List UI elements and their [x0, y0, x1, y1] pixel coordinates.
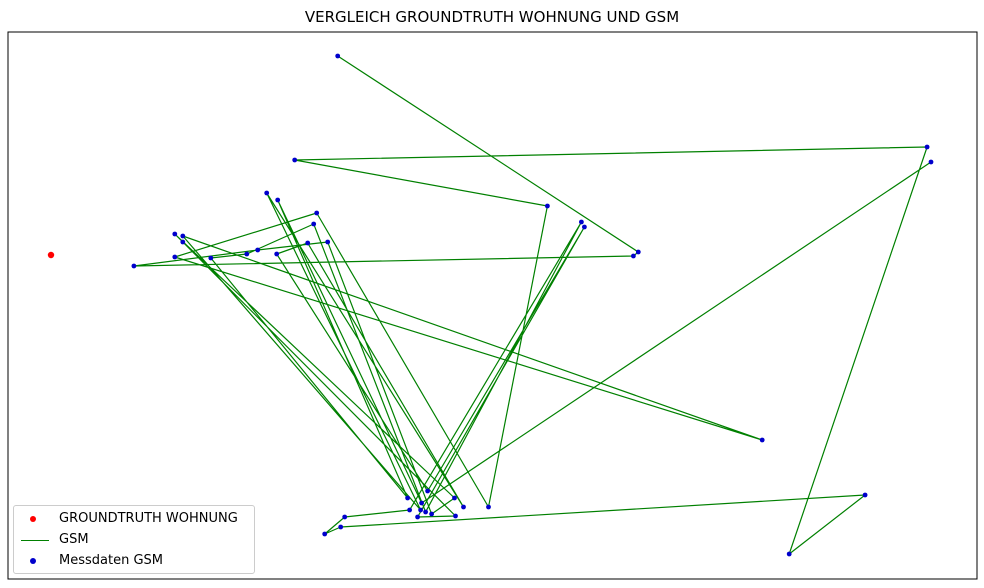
legend-item-messdaten: Messdaten GSM: [14, 551, 254, 571]
legend-label: GROUNDTRUTH WOHNUNG: [59, 511, 238, 526]
gsm-measurement-point: [335, 53, 341, 59]
gsm-measurement-point: [172, 254, 178, 260]
gsm-measurement-point: [274, 251, 280, 257]
gsm-measurement-point: [338, 524, 344, 530]
gsm-measurement-point: [415, 514, 420, 520]
gsm-measurement-point: [486, 504, 491, 510]
gsm-measurement-point: [635, 249, 641, 255]
gsm-measurement-point: [545, 203, 550, 209]
legend-green-line-icon: [21, 540, 49, 541]
gsm-measurement-point: [928, 159, 934, 165]
gsm-measurement-point: [172, 231, 178, 237]
gsm-measurement-point: [419, 500, 424, 506]
gsm-measurement-point: [305, 240, 311, 246]
gsm-measurement-point: [579, 219, 584, 225]
gsm-measurement-point: [452, 495, 457, 501]
gsm-measurement-point: [461, 504, 466, 510]
gsm-measurement-point: [255, 247, 261, 253]
gsm-measurement-point: [264, 190, 270, 196]
gsm-measurement-point: [405, 495, 410, 501]
gsm-series-line: [133, 55, 932, 555]
gsm-measurement-point: [759, 437, 765, 443]
gsm-measurement-point: [924, 144, 930, 150]
gsm-measurement-point: [453, 513, 458, 519]
legend-label: Messdaten GSM: [59, 553, 163, 568]
gsm-measurement-point: [292, 157, 298, 163]
gsm-measurement-point: [208, 255, 214, 261]
gsm-measurement-point: [244, 251, 250, 257]
gsm-measurement-point: [325, 239, 331, 245]
gsm-measurement-point: [631, 253, 636, 259]
gsm-measurement-point: [180, 233, 186, 239]
gsm-measurement-point: [342, 514, 348, 520]
gsm-measurement-point: [314, 210, 320, 216]
gsm-measurement-point: [418, 507, 423, 513]
gsm-measurement-point: [311, 221, 317, 227]
gsm-measurement-point: [423, 509, 428, 515]
gsm-measurement-point: [131, 263, 137, 269]
legend-item-gsm: GSM: [14, 530, 254, 550]
legend-red-dot-icon: [30, 516, 36, 522]
legend-blue-dot-icon: [30, 558, 36, 564]
legend: GROUNDTRUTH WOHNUNG GSM Messdaten GSM: [13, 505, 255, 574]
gsm-measurement-point: [275, 197, 281, 203]
groundtruth-point: [47, 251, 55, 259]
gsm-measurement-point: [322, 531, 328, 537]
gsm-measurement-point: [582, 224, 587, 230]
chart-title: VERGLEICH GROUNDTRUTH WOHNUNG UND GSM: [304, 8, 680, 26]
gsm-measurement-point: [862, 492, 868, 498]
gsm-measurement-point: [180, 239, 186, 245]
gsm-measurement-point: [425, 488, 430, 494]
gsm-measurement-point: [429, 511, 434, 517]
legend-label: GSM: [59, 532, 89, 547]
gsm-measurement-point: [786, 551, 792, 557]
legend-item-groundtruth: GROUNDTRUTH WOHNUNG: [14, 509, 254, 529]
gsm-measurement-point: [407, 507, 412, 513]
